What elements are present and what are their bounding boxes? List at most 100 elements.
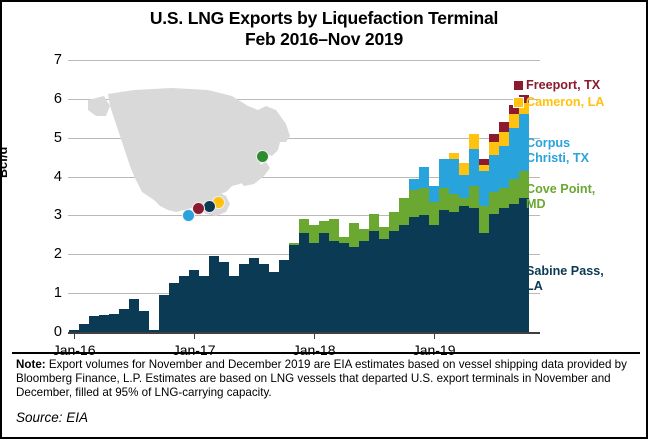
bar-segment xyxy=(409,190,419,218)
bar-segment xyxy=(89,315,99,332)
bar-segment xyxy=(469,149,479,187)
y-axis-title: Bcf/d xyxy=(0,146,10,178)
bar-segment xyxy=(489,141,499,156)
gridline xyxy=(68,215,540,217)
legend-label: Sabine Pass, LA xyxy=(526,264,604,293)
x-tick-label: Jan-17 xyxy=(172,342,216,358)
x-tick-label: Jan-18 xyxy=(292,342,336,358)
bar-jul-17 xyxy=(239,60,249,332)
bar-segment xyxy=(509,178,519,204)
legend-label: Cameron, LA xyxy=(526,95,605,109)
bar-nov-19 xyxy=(519,60,529,332)
bar-segment xyxy=(489,192,499,214)
bar-segment xyxy=(439,159,449,189)
bar-may-17 xyxy=(219,60,229,332)
bar-segment xyxy=(399,197,409,226)
bar-segment xyxy=(319,232,329,332)
bar-segment xyxy=(99,314,109,332)
bar-dec-17 xyxy=(289,60,299,332)
bar-segment xyxy=(279,260,289,332)
bar-segment xyxy=(379,227,389,239)
bar-segment xyxy=(479,205,489,233)
bar-segment xyxy=(199,275,209,332)
x-tick xyxy=(434,332,436,339)
bar-jul-16 xyxy=(119,60,129,332)
x-tick xyxy=(74,332,76,339)
bar-segment xyxy=(149,330,159,332)
bar-segment xyxy=(499,145,509,189)
bar-segment xyxy=(289,244,299,332)
bar-nov-16 xyxy=(159,60,169,332)
y-tick-label: 7 xyxy=(53,52,62,68)
bar-segment xyxy=(479,159,489,165)
bar-segment xyxy=(389,211,399,231)
bar-segment xyxy=(239,264,249,332)
bar-jun-18 xyxy=(349,60,359,332)
bar-segment xyxy=(449,194,459,212)
bar-segment xyxy=(69,330,79,332)
y-axis-tick-labels: 7 6 5 4 3 2 1 0 xyxy=(40,53,62,340)
bar-feb-19 xyxy=(429,60,439,332)
bar-aug-16 xyxy=(129,60,139,332)
bar-segment xyxy=(419,166,429,189)
bar-segment xyxy=(519,114,529,171)
bar-mar-17 xyxy=(199,60,209,332)
bar-segment xyxy=(299,219,309,233)
bar-jan-19 xyxy=(419,60,429,332)
page-title: U.S. LNG Exports by Liquefaction Termina… xyxy=(2,8,646,50)
bar-segment xyxy=(519,170,529,198)
bar-segment xyxy=(519,197,529,332)
bar-segment xyxy=(389,230,399,332)
bar-jun-16 xyxy=(109,60,119,332)
bar-nov-18 xyxy=(399,60,409,332)
bar-segment xyxy=(459,197,469,206)
bar-segment xyxy=(439,209,449,332)
bar-segment xyxy=(339,236,349,243)
bar-segment xyxy=(429,186,439,202)
bar-segment xyxy=(479,164,489,171)
bar-apr-17 xyxy=(209,60,219,332)
x-tick xyxy=(194,332,196,339)
bar-segment xyxy=(329,219,339,241)
bar-sep-17 xyxy=(259,60,269,332)
bar-segment xyxy=(319,221,329,233)
bar-dec-16 xyxy=(169,60,179,332)
legend-label: Corpus Christi, TX xyxy=(526,136,589,165)
bar-apr-16 xyxy=(89,60,99,332)
bar-may-19 xyxy=(459,60,469,332)
bar-segment xyxy=(489,133,499,142)
bar-jul-19 xyxy=(479,60,489,332)
gridline xyxy=(68,176,540,178)
legend-swatch xyxy=(513,80,524,91)
bar-sep-19 xyxy=(499,60,509,332)
bar-segment xyxy=(399,225,409,332)
bar-segment xyxy=(479,232,489,332)
note-label: Note: xyxy=(16,358,46,371)
footer-divider xyxy=(12,352,640,354)
bar-segment xyxy=(409,217,419,332)
y-tick-label: 1 xyxy=(53,285,62,302)
legend-label: Cove Point, MD xyxy=(526,182,596,211)
bar-segment xyxy=(459,162,469,175)
y-tick-label: 2 xyxy=(53,246,62,263)
bar-feb-17 xyxy=(189,60,199,332)
bar-segment xyxy=(449,159,459,195)
bar-segment xyxy=(249,258,259,332)
bar-segment xyxy=(459,174,469,198)
bar-segment xyxy=(509,128,519,179)
note-body: Export volumes for November and December… xyxy=(16,358,627,400)
bar-segment xyxy=(309,242,319,332)
bar-segment xyxy=(509,203,519,332)
gridline xyxy=(68,137,540,139)
bar-segment xyxy=(429,201,439,226)
bar-segment xyxy=(419,188,429,216)
bar-aug-19 xyxy=(489,60,499,332)
bar-sep-16 xyxy=(139,60,149,332)
bar-jan-17 xyxy=(179,60,189,332)
bar-oct-16 xyxy=(149,60,159,332)
x-tick-label: Jan-19 xyxy=(412,342,456,358)
bar-segment xyxy=(519,94,529,103)
bar-jun-19 xyxy=(469,60,479,332)
gridline xyxy=(68,60,540,61)
bar-segment xyxy=(179,275,189,332)
